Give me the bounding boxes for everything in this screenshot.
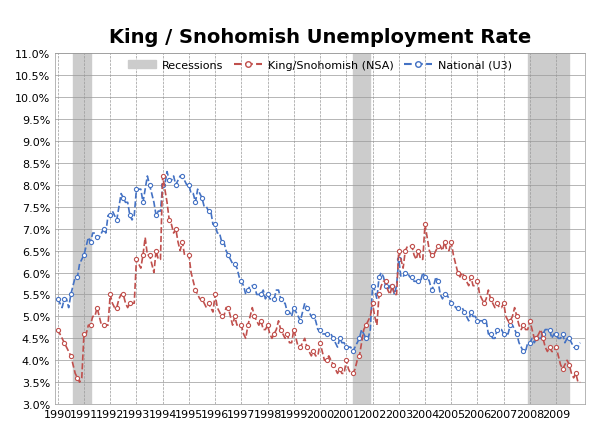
National (U3)	[233, 266, 241, 271]
Title: King / Snohomish Unemployment Rate: King / Snohomish Unemployment Rate	[109, 28, 531, 47]
National (U3)	[163, 170, 170, 175]
Line: National (U3): National (U3)	[56, 170, 582, 354]
Legend: Recessions, King/Snohomish (NSA), National (U3): Recessions, King/Snohomish (NSA), Nation…	[124, 56, 516, 75]
King/Snohomish (NSA)	[577, 380, 584, 385]
King/Snohomish (NSA)	[139, 253, 146, 258]
Line: King/Snohomish (NSA): King/Snohomish (NSA)	[56, 174, 582, 385]
National (U3)	[76, 262, 83, 267]
Bar	[353, 54, 370, 404]
King/Snohomish (NSA)	[78, 375, 85, 381]
King/Snohomish (NSA)	[159, 174, 166, 179]
Bar	[73, 54, 91, 404]
National (U3)	[544, 327, 551, 332]
King/Snohomish (NSA)	[54, 327, 61, 332]
National (U3)	[349, 349, 356, 354]
King/Snohomish (NSA)	[544, 349, 551, 354]
King/Snohomish (NSA)	[76, 380, 83, 385]
National (U3)	[54, 296, 61, 302]
King/Snohomish (NSA)	[91, 314, 98, 319]
King/Snohomish (NSA)	[404, 244, 411, 249]
National (U3)	[577, 340, 584, 345]
National (U3)	[404, 270, 411, 276]
Bar	[528, 54, 569, 404]
King/Snohomish (NSA)	[236, 323, 243, 328]
National (U3)	[137, 187, 145, 192]
National (U3)	[89, 231, 97, 236]
